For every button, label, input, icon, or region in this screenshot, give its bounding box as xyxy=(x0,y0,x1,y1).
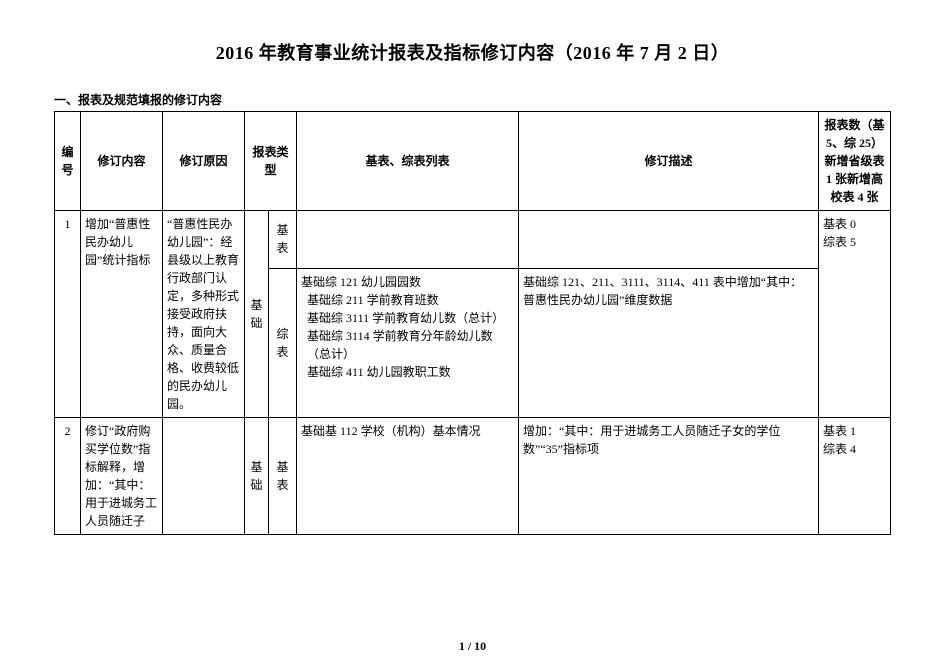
cell-content: 修订“政府购买学位数”指标解释，增加：“其中：用于进城务工人员随迁子 xyxy=(81,418,163,535)
th-reason: 修订原因 xyxy=(163,112,245,211)
revision-table: 编号 修订内容 修订原因 报表类型 基表、综表列表 修订描述 报表数（基 5、综… xyxy=(54,111,891,535)
cell-desc: 增加：“其中：用于进城务工人员随迁子女的学位数”“35”指标项 xyxy=(519,418,819,535)
cell-typeA: 基础 xyxy=(245,418,269,535)
th-list: 基表、综表列表 xyxy=(297,112,519,211)
page-footer: 1 / 10 xyxy=(0,637,945,655)
cell-num: 1 xyxy=(55,211,81,418)
cell-list: 基础综 121 幼儿园园数 基础综 211 学前教育班数 基础综 3111 学前… xyxy=(297,268,519,418)
table-row: 1 增加“普惠性民办幼儿园”统计指标 “普惠性民办幼儿园”：经县级以上教育行政部… xyxy=(55,211,891,269)
cell-typeB: 基表 xyxy=(269,418,297,535)
cell-reason xyxy=(163,418,245,535)
cell-list: 基础基 112 学校（机构）基本情况 xyxy=(297,418,519,535)
table-row: 2 修订“政府购买学位数”指标解释，增加：“其中：用于进城务工人员随迁子 基础 … xyxy=(55,418,891,535)
cell-reason: “普惠性民办幼儿园”：经县级以上教育行政部门认定，多种形式接受政府扶持，面向大众… xyxy=(163,211,245,418)
cell-typeB: 基表 xyxy=(269,211,297,269)
th-type: 报表类型 xyxy=(245,112,297,211)
cell-typeA: 基础 xyxy=(245,211,269,418)
cell-count: 基表 0 综表 5 xyxy=(819,211,891,418)
section-heading: 一、报表及规范填报的修订内容 xyxy=(54,91,891,109)
cell-content: 增加“普惠性民办幼儿园”统计指标 xyxy=(81,211,163,418)
cell-desc: 基础综 121、211、3111、3114、411 表中增加“其中：普惠性民办幼… xyxy=(519,268,819,418)
cell-num: 2 xyxy=(55,418,81,535)
cell-count: 基表 1 综表 4 xyxy=(819,418,891,535)
cell-list xyxy=(297,211,519,269)
page-title: 2016 年教育事业统计报表及指标修订内容（2016 年 7 月 2 日） xyxy=(54,40,891,67)
cell-desc xyxy=(519,211,819,269)
th-content: 修订内容 xyxy=(81,112,163,211)
th-desc: 修订描述 xyxy=(519,112,819,211)
cell-typeB: 综表 xyxy=(269,268,297,418)
th-count: 报表数（基 5、综 25）新增省级表 1 张新增高校表 4 张 xyxy=(819,112,891,211)
th-num: 编号 xyxy=(55,112,81,211)
